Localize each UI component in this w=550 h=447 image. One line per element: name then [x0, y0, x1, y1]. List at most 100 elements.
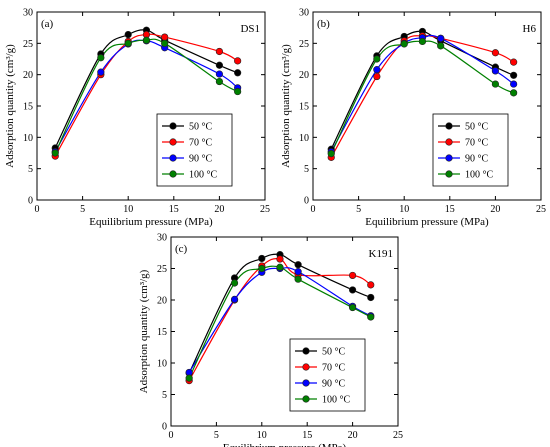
- data-point: [491, 80, 500, 88]
- data-point: [258, 254, 266, 263]
- data-point: [367, 293, 375, 302]
- data-point: [230, 279, 239, 287]
- x-tick-label: 25: [536, 204, 546, 215]
- data-point: [97, 54, 105, 62]
- data-point: [367, 281, 375, 289]
- legend-entry: 70 °C: [322, 363, 345, 374]
- data-point: [510, 71, 518, 79]
- y-axis-label: Adsorption quantity (cm³/g): [280, 44, 292, 168]
- legend-entry: 90 °C: [322, 379, 345, 390]
- data-point: [51, 149, 59, 157]
- legend-swatch-marker: [445, 170, 453, 178]
- legend-entry: 50 °C: [322, 347, 345, 358]
- x-tick-label: 0: [169, 430, 174, 441]
- y-tick-label: 30: [299, 8, 309, 19]
- data-point: [418, 37, 427, 46]
- y-tick-label: 25: [157, 264, 167, 275]
- legend-entry: 90 °C: [465, 154, 488, 165]
- data-point: [349, 271, 357, 280]
- legend-swatch-marker: [169, 154, 177, 162]
- sample-label: K191: [369, 248, 393, 260]
- x-axis-label: Equilibrium pressure (MPa): [365, 216, 489, 228]
- y-tick-label: 0: [162, 422, 167, 433]
- legend-entry: 100 °C: [322, 395, 350, 406]
- y-tick-label: 5: [304, 164, 309, 175]
- y-tick-label: 5: [28, 164, 33, 175]
- data-point: [510, 58, 518, 66]
- chart-panel-2: 0 5 10 15 20 25 0 5 10 15 20 25 30 Equilibrium pressu…: [280, 8, 546, 229]
- data-point: [258, 264, 266, 273]
- x-tick-label: 20: [214, 204, 224, 215]
- data-point: [294, 268, 302, 276]
- legend-entry: 50 °C: [189, 122, 212, 133]
- x-tick-label: 15: [445, 204, 455, 215]
- y-tick-label: 0: [28, 196, 33, 207]
- y-tick-label: 30: [23, 8, 33, 19]
- data-point: [491, 49, 500, 57]
- y-tick-label: 10: [23, 133, 33, 144]
- legend-entry: 70 °C: [465, 138, 488, 149]
- x-tick-label: 5: [214, 430, 219, 441]
- x-tick-label: 0: [35, 204, 40, 215]
- legend-entry: 50 °C: [465, 122, 488, 133]
- y-tick-label: 10: [299, 133, 309, 144]
- legend-swatch-marker: [169, 138, 177, 146]
- panel-label: (b): [317, 18, 330, 30]
- y-tick-label: 0: [304, 196, 309, 207]
- x-tick-label: 5: [80, 204, 85, 215]
- y-tick-label: 20: [23, 70, 33, 81]
- data-point: [491, 67, 500, 75]
- data-point: [294, 275, 302, 283]
- legend-swatch-marker: [169, 170, 177, 178]
- data-point: [400, 40, 408, 48]
- sample-label: DS1: [240, 23, 260, 35]
- data-point: [161, 39, 169, 47]
- y-tick-label: 30: [157, 233, 167, 244]
- data-point: [234, 87, 242, 96]
- x-tick-label: 5: [356, 204, 361, 215]
- legend-swatch-marker: [169, 122, 177, 130]
- data-point: [437, 42, 445, 50]
- legend-entry: 100 °C: [189, 170, 217, 181]
- y-tick-label: 20: [299, 70, 309, 81]
- data-point: [373, 66, 381, 74]
- legend-swatch-marker: [445, 122, 453, 130]
- y-axis-label: Adsorption quantity (cm³/g): [4, 44, 16, 168]
- x-tick-label: 15: [169, 204, 179, 215]
- legend-swatch-marker: [445, 154, 453, 162]
- y-tick-label: 5: [162, 390, 167, 401]
- data-point: [161, 33, 169, 41]
- y-tick-label: 15: [23, 102, 33, 113]
- y-tick-label: 10: [157, 359, 167, 370]
- legend-swatch-marker: [445, 138, 453, 146]
- data-point: [276, 255, 284, 263]
- data-point: [276, 263, 284, 271]
- data-point: [124, 39, 132, 47]
- data-point: [215, 70, 223, 78]
- data-point: [349, 286, 357, 294]
- data-point: [437, 34, 445, 42]
- x-tick-label: 20: [490, 204, 500, 215]
- data-point: [230, 295, 239, 303]
- y-tick-label: 20: [157, 296, 167, 307]
- data-point: [234, 57, 242, 65]
- data-point: [294, 261, 302, 269]
- data-point: [215, 47, 223, 56]
- y-tick-label: 15: [157, 327, 167, 338]
- y-tick-label: 25: [23, 39, 33, 50]
- x-tick-label: 15: [302, 430, 312, 441]
- data-point: [367, 313, 375, 321]
- panel-label: (c): [175, 243, 188, 255]
- data-point: [215, 61, 223, 69]
- data-point: [373, 72, 381, 81]
- legend-swatch-marker: [302, 395, 310, 403]
- chart-panel-3: 0 5 10 15 20 25 0 5 10 15 20 25 30 Equilibrium pressu…: [138, 233, 403, 447]
- x-tick-label: 10: [123, 204, 133, 215]
- x-tick-label: 10: [257, 430, 267, 441]
- data-point: [142, 36, 151, 44]
- data-point: [185, 374, 193, 382]
- x-tick-label: 0: [311, 204, 316, 215]
- x-tick-label: 10: [399, 204, 409, 215]
- legend-entry: 90 °C: [189, 154, 212, 165]
- x-tick-label: 25: [260, 204, 270, 215]
